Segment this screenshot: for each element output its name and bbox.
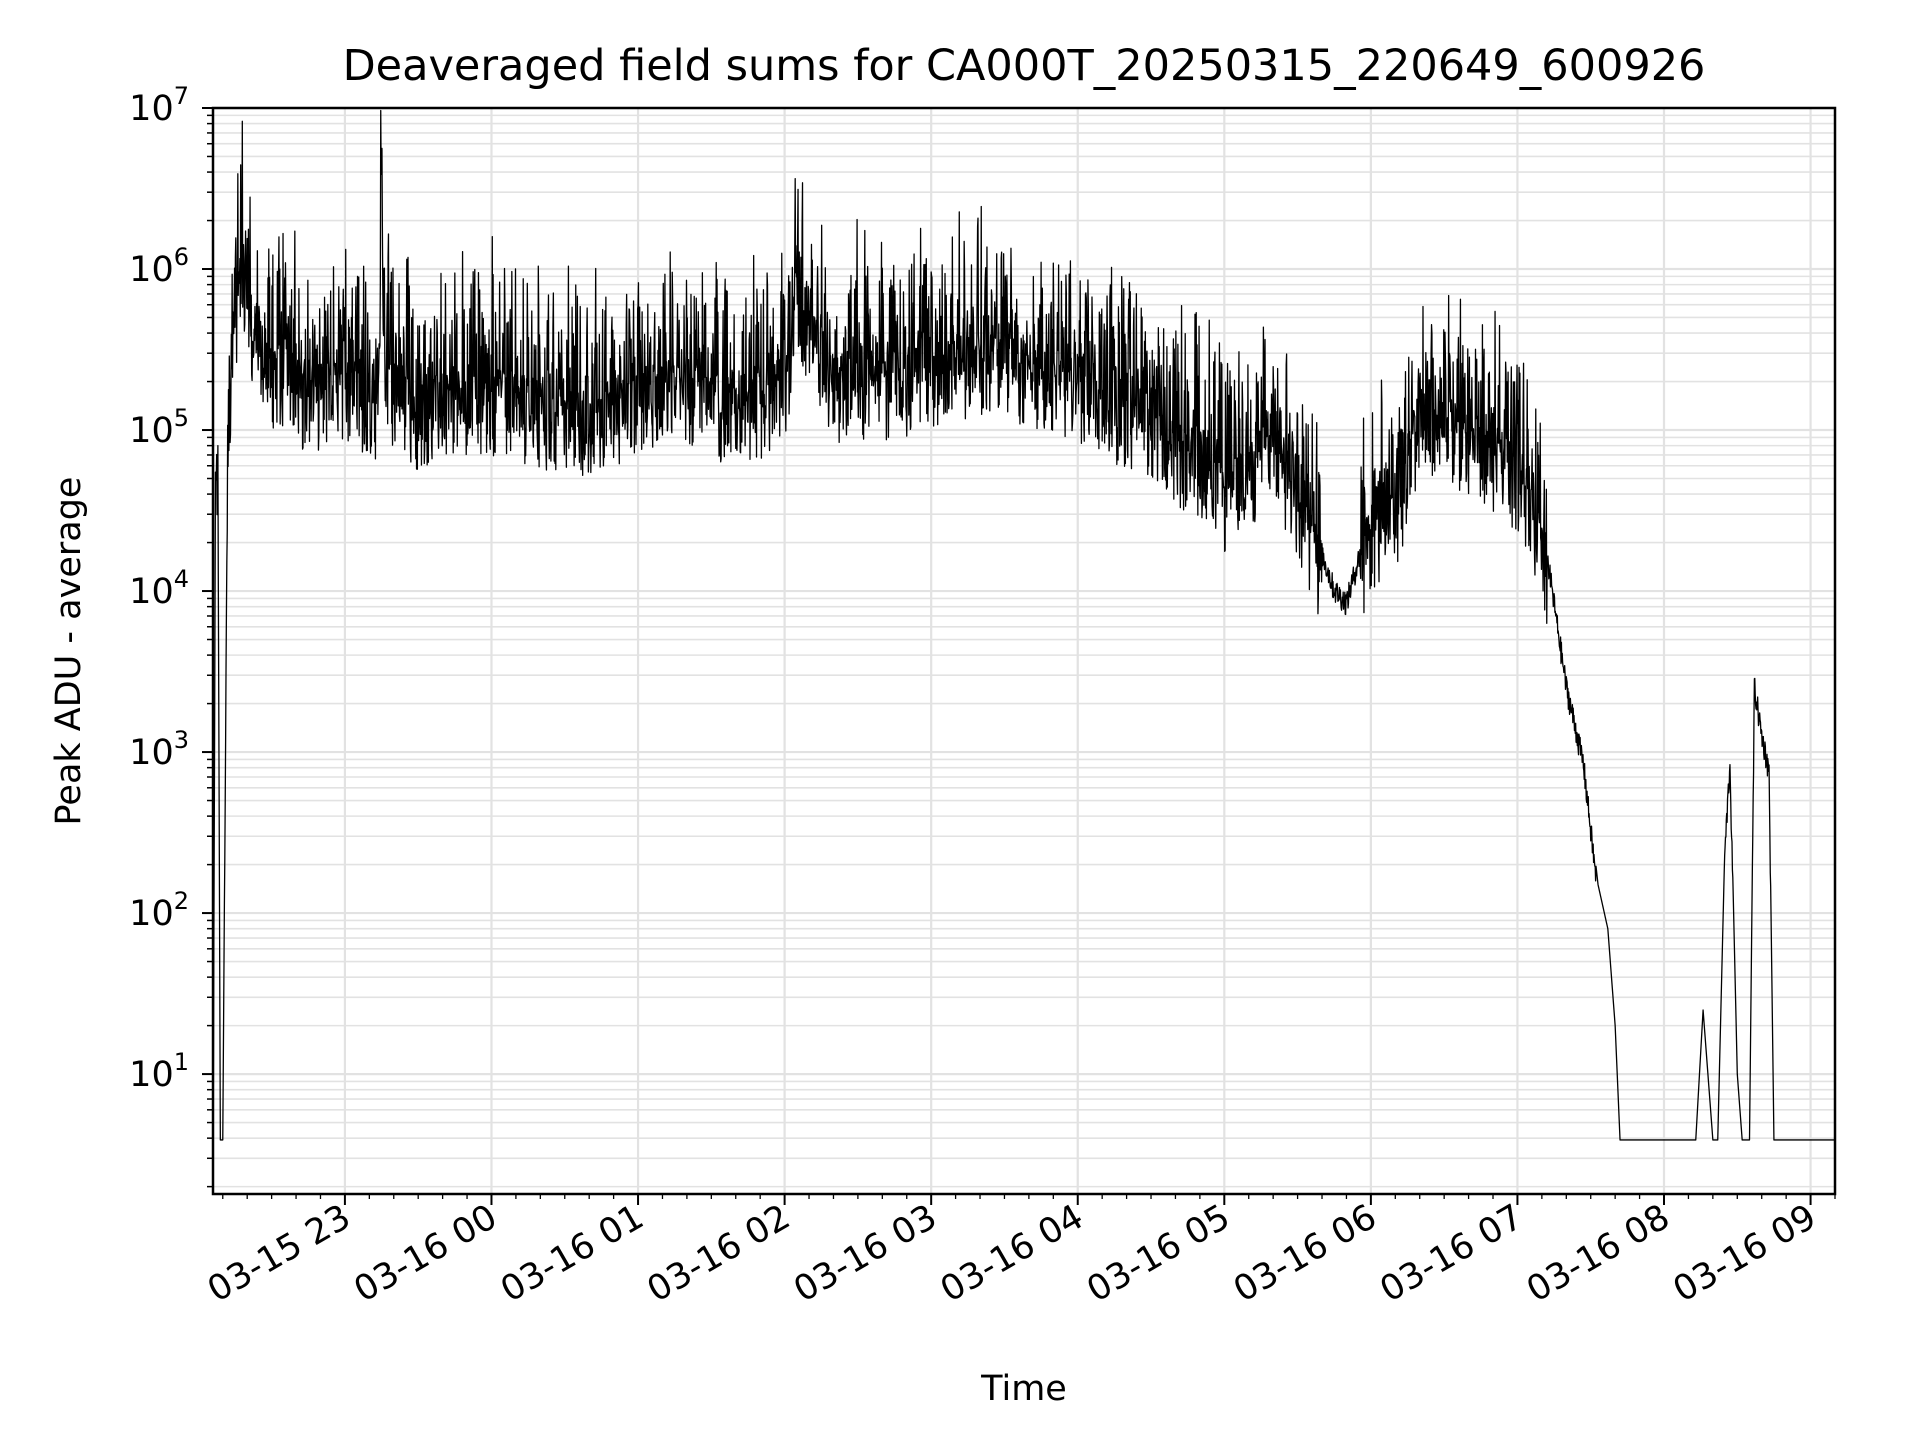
y-axis: 101 102 103 104 105 106 107 (129, 82, 213, 1188)
y-tick-label: 105 (129, 404, 189, 451)
x-tick-label: 03-16 02 (641, 1197, 797, 1310)
y-tick-label: 102 (129, 887, 189, 934)
y-tick-label: 103 (129, 726, 189, 773)
y-tick-label: 104 (129, 565, 189, 612)
y-tick-label: 106 (129, 243, 189, 290)
series-group (212, 109, 1836, 1195)
x-tick-label: 03-16 05 (1081, 1197, 1237, 1310)
grid (213, 106, 1835, 1194)
y-axis-label: Peak ADU - average (49, 477, 89, 826)
x-tick-label: 03-16 08 (1520, 1197, 1676, 1310)
x-tick-label: 03-16 04 (934, 1197, 1090, 1310)
series-line (212, 109, 1836, 1195)
x-tick-label: 03-16 03 (787, 1197, 943, 1310)
x-tick-label: 03-15 23 (201, 1197, 357, 1310)
y-tick-label: 107 (129, 82, 189, 129)
x-tick-label: 03-16 01 (494, 1197, 650, 1310)
plot-frame (211, 106, 1837, 1196)
x-axis-label: Time (980, 1369, 1067, 1409)
x-tick-label: 03-16 06 (1227, 1197, 1383, 1310)
x-tick-label: 03-16 09 (1667, 1197, 1823, 1310)
x-tick-label: 03-16 00 (348, 1197, 504, 1310)
chart-title: Deaveraged field sums for CA000T_2025031… (343, 41, 1706, 91)
x-tick-label: 03-16 07 (1374, 1197, 1530, 1310)
y-tick-label: 101 (129, 1048, 189, 1095)
